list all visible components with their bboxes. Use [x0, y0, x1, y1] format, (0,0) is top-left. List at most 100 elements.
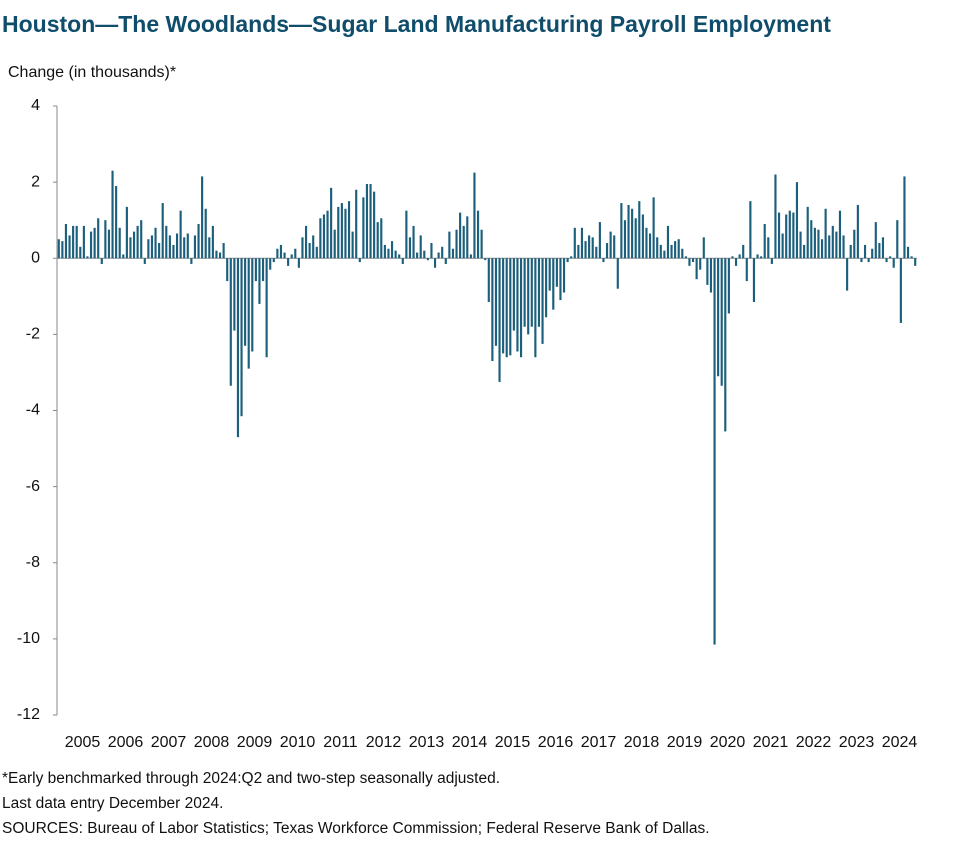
x-tick-label: 2006: [108, 734, 144, 751]
x-tick-label: 2009: [237, 734, 273, 751]
bar: [437, 252, 440, 259]
bar: [853, 229, 856, 259]
bar: [272, 258, 275, 263]
bar: [724, 258, 727, 432]
bar: [774, 174, 777, 259]
bar: [344, 208, 347, 259]
chart-title: Houston—The Woodlands—Sugar Land Manufac…: [2, 11, 831, 37]
bar: [806, 206, 809, 259]
bar: [444, 258, 447, 264]
bar: [111, 170, 114, 259]
bar: [502, 258, 505, 354]
bar: [283, 252, 286, 259]
bar: [387, 248, 390, 259]
bar: [459, 212, 462, 259]
bar: [795, 182, 799, 259]
bar: [785, 214, 788, 259]
bar: [849, 244, 852, 259]
bar: [358, 258, 361, 263]
bar: [699, 258, 702, 270]
bar: [168, 235, 171, 259]
bar: [416, 252, 419, 259]
bar: [186, 233, 189, 259]
bar: [634, 218, 637, 259]
bar: [742, 244, 745, 259]
bar: [738, 254, 741, 259]
bar: [623, 220, 627, 259]
x-tick-label: 2022: [796, 734, 832, 751]
bar: [290, 254, 293, 259]
bar: [695, 258, 698, 280]
bar: [530, 258, 533, 327]
bar: [201, 176, 204, 259]
bar: [677, 239, 680, 259]
bar: [197, 223, 200, 259]
bar: [792, 212, 795, 259]
bar: [777, 212, 781, 259]
bar: [441, 246, 444, 259]
bar: [512, 258, 515, 331]
bar: [462, 225, 465, 259]
bar: [688, 258, 691, 266]
bar: [340, 203, 343, 259]
bar: [734, 258, 738, 266]
bar: [781, 233, 784, 259]
bar: [373, 191, 376, 259]
bar: [451, 248, 455, 259]
bar: [89, 231, 93, 259]
bar: [860, 258, 863, 263]
bar: [72, 225, 75, 259]
bar: [211, 225, 214, 259]
bar: [473, 172, 476, 259]
bar: [380, 218, 383, 259]
bar: [874, 222, 877, 259]
footnote: Last data entry December 2024.: [2, 795, 223, 812]
bar: [480, 229, 483, 259]
x-tick-label: 2018: [624, 734, 660, 751]
bar: [466, 216, 469, 259]
bar: [548, 258, 551, 291]
bar: [652, 197, 655, 259]
bar: [706, 258, 709, 285]
bar: [104, 220, 107, 259]
bar: [534, 258, 537, 358]
bar: [519, 258, 523, 358]
y-tick-label: 4: [31, 97, 40, 114]
bar: [896, 220, 899, 259]
y-tick-label: -10: [17, 630, 40, 647]
bar: [294, 248, 297, 259]
bar: [147, 239, 150, 259]
bar: [61, 241, 64, 259]
x-tick-label: 2023: [839, 734, 875, 751]
bar: [254, 258, 257, 282]
bar: [570, 256, 573, 259]
bar: [215, 250, 218, 259]
bar: [100, 258, 103, 264]
bar: [910, 256, 913, 259]
bar: [430, 243, 433, 259]
bar: [355, 189, 358, 259]
bar: [236, 258, 240, 438]
x-tick-label: 2021: [753, 734, 789, 751]
bar: [405, 210, 408, 259]
bar: [183, 237, 186, 259]
bar: [319, 218, 322, 259]
bar: [545, 258, 548, 318]
bar: [487, 258, 490, 303]
bar: [720, 258, 723, 386]
bar: [681, 248, 684, 259]
bar: [362, 197, 365, 259]
bar: [817, 229, 820, 259]
bar: [240, 258, 243, 417]
bar: [297, 258, 300, 268]
bar: [261, 258, 265, 282]
bar: [867, 258, 870, 263]
bar: [899, 258, 902, 323]
bar: [645, 227, 648, 259]
bar: [620, 203, 623, 259]
bar: [889, 256, 892, 259]
bar: [165, 225, 168, 259]
bar: [193, 235, 197, 259]
